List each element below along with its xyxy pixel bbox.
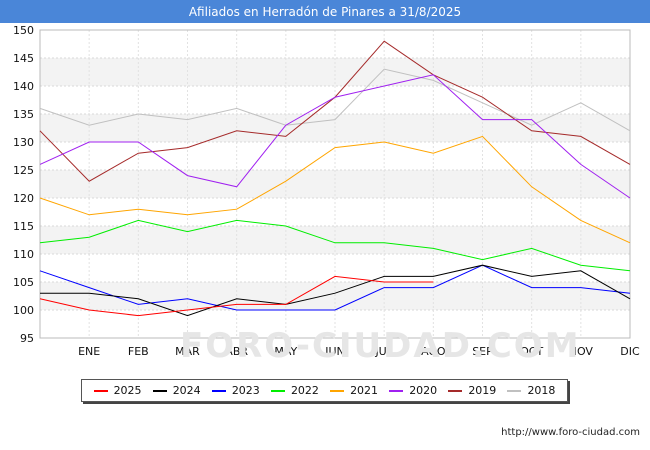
x-tick-label: FEB — [128, 345, 149, 358]
y-tick-label: 120 — [13, 192, 34, 205]
legend-item-2024: 2024 — [152, 384, 201, 397]
series-line-2021 — [39, 135, 631, 244]
x-tick-label: NOV — [569, 345, 594, 358]
x-tick-label: JUL — [374, 345, 393, 358]
series-line-2018 — [39, 68, 631, 132]
y-tick-label: 145 — [13, 52, 34, 65]
x-tick-label: AGO — [421, 345, 446, 358]
legend-item-2021: 2021 — [330, 384, 378, 397]
legend-label: 2025 — [113, 384, 142, 397]
x-tick-label: JUN — [324, 345, 345, 358]
legend-swatch — [211, 389, 226, 392]
legend-label: 2022 — [290, 384, 319, 397]
legend-swatch — [93, 389, 108, 392]
legend-label: 2019 — [468, 384, 497, 397]
y-tick-label: 100 — [13, 304, 34, 317]
y-tick-label: 135 — [13, 108, 34, 121]
x-tick-label: MAY — [274, 345, 297, 358]
legend-item-2022: 2022 — [270, 384, 319, 397]
legend-swatch — [389, 389, 404, 392]
series-line-2020 — [39, 74, 631, 199]
y-tick-label: 140 — [13, 80, 34, 93]
legend-label: 2024 — [172, 384, 201, 397]
chart-legend: 2025 2024 2023 2022 2021 2020 2019 2018 — [81, 379, 568, 402]
legend-swatch — [330, 389, 345, 392]
y-tick-label: 105 — [13, 276, 34, 289]
legend-swatch — [270, 389, 285, 392]
x-tick-label: ABR — [225, 345, 248, 358]
chart-title: Afiliados en Herradón de Pinares a 31/8/… — [188, 4, 462, 19]
series-line-2024 — [40, 264, 631, 317]
y-tick-label: 115 — [13, 220, 34, 233]
series-line-2023 — [39, 264, 631, 311]
legend-label: 2021 — [350, 384, 379, 397]
y-tick-label: 150 — [13, 24, 34, 37]
legend-item-2023: 2023 — [211, 384, 260, 397]
x-tick-label: ENE — [78, 345, 100, 358]
y-tick-label: 125 — [13, 164, 34, 177]
source-url: http://www.foro-ciudad.com — [501, 427, 640, 438]
legend-item-2025: 2025 — [93, 384, 142, 397]
legend-label: 2020 — [409, 384, 438, 397]
legend-label: 2023 — [231, 384, 260, 397]
y-tick-label: 95 — [20, 332, 34, 345]
chart-title-bar: Afiliados en Herradón de Pinares a 31/8/… — [0, 0, 650, 23]
x-tick-label: DIC — [620, 345, 640, 358]
series-line-2025 — [39, 275, 434, 317]
legend-item-2018: 2018 — [507, 384, 555, 397]
x-tick-label: MAR — [175, 345, 200, 358]
y-tick-label: 110 — [13, 248, 34, 261]
legend-swatch — [152, 389, 167, 392]
legend-label: 2018 — [527, 384, 556, 397]
x-tick-label: SEP — [472, 345, 493, 358]
legend-item-2020: 2020 — [389, 384, 437, 397]
legend-item-2019: 2019 — [448, 384, 496, 397]
x-tick-label: OCT — [520, 345, 543, 358]
y-tick-label: 130 — [13, 136, 34, 149]
plot-area — [39, 29, 631, 339]
series-line-2022 — [39, 219, 631, 272]
legend-swatch — [507, 389, 522, 392]
legend-swatch — [448, 389, 463, 392]
